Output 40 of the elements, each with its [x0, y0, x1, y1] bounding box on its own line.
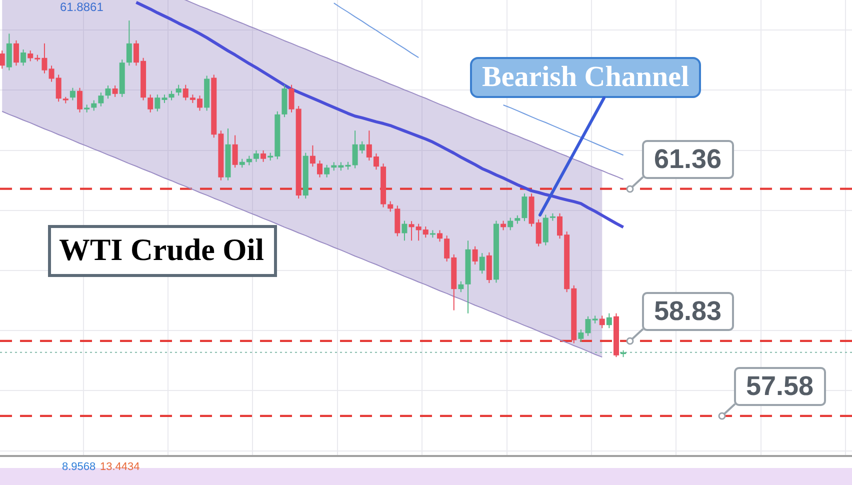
text: 57.58: [734, 366, 826, 406]
candlestick: [168, 90, 174, 101]
text: 61.8861: [60, 0, 104, 14]
candlestick: [260, 150, 266, 162]
candlestick: [437, 230, 443, 242]
annotation: Bearish Channel: [470, 57, 702, 98]
candlestick: [508, 217, 514, 231]
candlestick: [232, 134, 238, 168]
candlestick: [0, 50, 5, 70]
candlestick: [148, 94, 154, 113]
candlestick: [70, 87, 76, 101]
candlestick: [176, 84, 182, 96]
candlestick: [105, 84, 111, 100]
candlestick: [91, 100, 97, 112]
candlestick: [98, 92, 104, 107]
candlestick: [310, 144, 316, 168]
candlestick: [317, 160, 323, 178]
candlestick: [6, 33, 12, 71]
text: 13.4434: [100, 461, 140, 473]
candlestick: [402, 220, 408, 242]
candlestick: [472, 246, 478, 266]
candlestick: [20, 48, 26, 66]
candlestick: [458, 280, 464, 293]
text: 58.83: [642, 292, 734, 331]
candlestick: [126, 20, 132, 66]
candlestick: [522, 193, 528, 222]
candlestick: [324, 164, 330, 178]
candlestick: [388, 200, 394, 212]
candlestick: [606, 312, 612, 329]
candlestick: [13, 40, 19, 66]
candlestick: [479, 252, 485, 274]
candlestick: [182, 84, 188, 101]
candlestick: [599, 315, 605, 329]
candlestick: [253, 150, 259, 162]
candlestick: [28, 50, 34, 62]
text: 61.36: [642, 140, 734, 179]
annotation: WTI Crude Oil: [48, 225, 277, 277]
text: 8.9568: [62, 461, 96, 473]
candlestick: [77, 87, 83, 113]
candlestick: [112, 84, 118, 98]
